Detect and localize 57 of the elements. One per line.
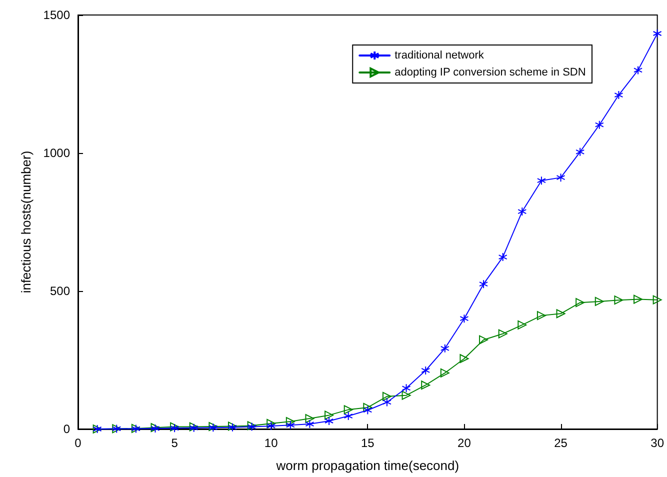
- point: [536, 176, 546, 186]
- point: [594, 296, 604, 306]
- y-axis-title: infectious hosts(number): [18, 150, 34, 294]
- point: [305, 420, 314, 429]
- point: [460, 314, 469, 324]
- y-tick-label: 500: [50, 284, 70, 298]
- point: [324, 416, 334, 426]
- point: [363, 402, 372, 412]
- point: [421, 366, 430, 375]
- point: [382, 392, 392, 401]
- y-tick-label: 1500: [43, 8, 70, 22]
- point: [518, 207, 527, 216]
- point: [652, 295, 662, 304]
- point: [460, 354, 469, 364]
- point: [440, 368, 450, 378]
- point: [266, 418, 276, 428]
- point: [479, 335, 488, 344]
- x-tick-label: 5: [171, 436, 178, 450]
- x-tick-label: 20: [458, 436, 472, 450]
- x-tick-label: 30: [650, 436, 664, 450]
- point: [576, 298, 585, 308]
- legend-label: traditional network: [394, 50, 484, 62]
- point: [266, 421, 276, 430]
- x-tick-label: 10: [264, 436, 278, 450]
- point: [518, 320, 527, 330]
- x-axis-title: worm propagation time(second): [275, 458, 460, 473]
- y-tick-label: 1000: [43, 146, 70, 160]
- point: [652, 28, 662, 38]
- point: [324, 410, 334, 420]
- point: [498, 252, 508, 262]
- point: [498, 329, 508, 338]
- point: [421, 380, 430, 390]
- point: [286, 420, 295, 430]
- point: [536, 311, 546, 320]
- point: [382, 398, 392, 407]
- point: [556, 173, 566, 182]
- point: [634, 66, 643, 75]
- point: [286, 417, 295, 426]
- point: [479, 280, 488, 289]
- point: [305, 414, 314, 424]
- point: [594, 120, 604, 130]
- point: [344, 412, 353, 421]
- point: [440, 344, 450, 353]
- point: [614, 90, 624, 100]
- point: [634, 294, 643, 304]
- point: [344, 405, 353, 414]
- point: [402, 384, 411, 393]
- legend-label: adopting IP conversion scheme in SDN: [394, 66, 586, 78]
- x-tick-label: 0: [74, 436, 82, 450]
- y-tick-label: 0: [63, 422, 70, 436]
- point: [363, 406, 372, 415]
- point: [556, 309, 566, 318]
- point: [576, 147, 585, 156]
- x-tick-label: 15: [360, 436, 375, 450]
- x-tick-label: 25: [554, 436, 568, 450]
- point: [614, 296, 624, 305]
- point: [402, 390, 411, 400]
